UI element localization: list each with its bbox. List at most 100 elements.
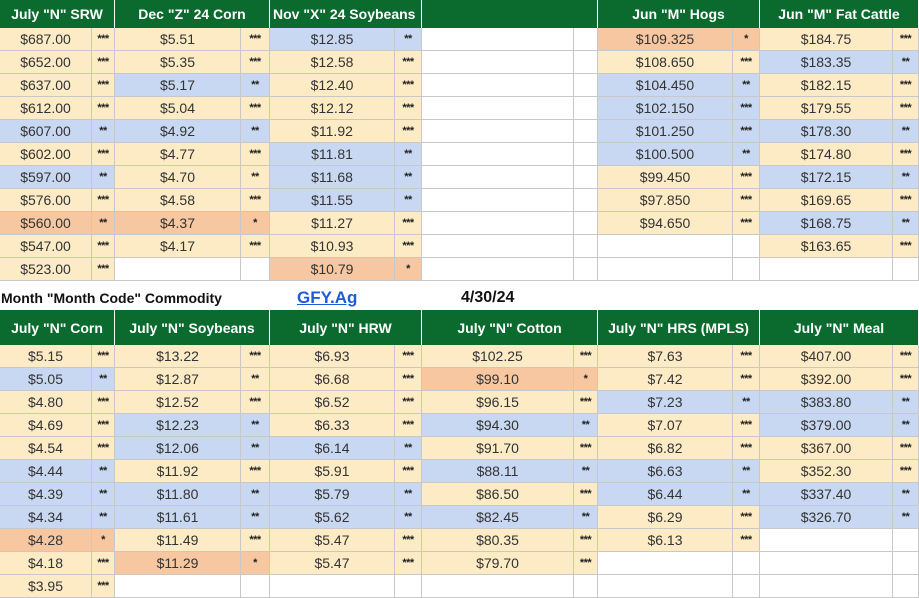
price-cell[interactable]: $94.30 xyxy=(422,414,574,437)
price-cell[interactable]: $12.23 xyxy=(115,414,241,437)
price-cell[interactable] xyxy=(115,258,241,281)
price-cell[interactable] xyxy=(760,552,893,575)
rating-stars-cell[interactable]: *** xyxy=(92,414,115,437)
price-cell[interactable]: $6.14 xyxy=(270,437,395,460)
price-cell[interactable]: $523.00 xyxy=(0,258,92,281)
price-cell[interactable]: $178.30 xyxy=(760,120,893,143)
rating-stars-cell[interactable]: *** xyxy=(241,28,270,51)
rating-stars-cell[interactable] xyxy=(574,28,598,51)
rating-stars-cell[interactable]: ** xyxy=(733,460,760,483)
rating-stars-cell[interactable]: ** xyxy=(241,437,270,460)
rating-stars-cell[interactable]: ** xyxy=(395,483,422,506)
rating-stars-cell[interactable]: *** xyxy=(733,189,760,212)
price-cell[interactable]: $337.40 xyxy=(760,483,893,506)
rating-stars-cell[interactable]: ** xyxy=(92,212,115,235)
price-cell[interactable]: $4.69 xyxy=(0,414,92,437)
price-cell[interactable]: $602.00 xyxy=(0,143,92,166)
rating-stars-cell[interactable]: *** xyxy=(893,189,919,212)
rating-stars-cell[interactable]: ** xyxy=(395,437,422,460)
price-cell[interactable]: $6.93 xyxy=(270,345,395,368)
price-cell[interactable]: $6.29 xyxy=(598,506,733,529)
price-cell[interactable]: $5.04 xyxy=(115,97,241,120)
price-cell[interactable] xyxy=(422,97,574,120)
price-cell[interactable]: $10.79 xyxy=(270,258,395,281)
rating-stars-cell[interactable]: ** xyxy=(395,28,422,51)
price-cell[interactable]: $5.79 xyxy=(270,483,395,506)
price-cell[interactable]: $12.58 xyxy=(270,51,395,74)
rating-stars-cell[interactable] xyxy=(893,552,919,575)
price-cell[interactable] xyxy=(422,575,574,598)
rating-stars-cell[interactable]: *** xyxy=(395,414,422,437)
price-cell[interactable]: $4.28 xyxy=(0,529,92,552)
price-cell[interactable]: $168.75 xyxy=(760,212,893,235)
price-cell[interactable]: $4.37 xyxy=(115,212,241,235)
rating-stars-cell[interactable] xyxy=(574,74,598,97)
price-cell[interactable]: $4.58 xyxy=(115,189,241,212)
price-cell[interactable]: $10.93 xyxy=(270,235,395,258)
rating-stars-cell[interactable]: *** xyxy=(92,28,115,51)
price-cell[interactable]: $11.61 xyxy=(115,506,241,529)
price-cell[interactable]: $407.00 xyxy=(760,345,893,368)
price-cell[interactable]: $6.13 xyxy=(598,529,733,552)
price-cell[interactable]: $547.00 xyxy=(0,235,92,258)
rating-stars-cell[interactable]: *** xyxy=(733,506,760,529)
price-cell[interactable]: $5.15 xyxy=(0,345,92,368)
price-cell[interactable]: $174.80 xyxy=(760,143,893,166)
rating-stars-cell[interactable]: *** xyxy=(733,414,760,437)
price-cell[interactable] xyxy=(270,575,395,598)
price-cell[interactable]: $102.25 xyxy=(422,345,574,368)
rating-stars-cell[interactable]: *** xyxy=(395,97,422,120)
price-cell[interactable] xyxy=(422,143,574,166)
rating-stars-cell[interactable]: *** xyxy=(893,368,919,391)
rating-stars-cell[interactable]: *** xyxy=(574,437,598,460)
rating-stars-cell[interactable]: ** xyxy=(574,414,598,437)
rating-stars-cell[interactable]: ** xyxy=(574,460,598,483)
price-cell[interactable]: $11.55 xyxy=(270,189,395,212)
price-cell[interactable]: $12.12 xyxy=(270,97,395,120)
price-cell[interactable]: $102.150 xyxy=(598,97,733,120)
rating-stars-cell[interactable] xyxy=(893,529,919,552)
rating-stars-cell[interactable]: *** xyxy=(893,437,919,460)
price-cell[interactable]: $4.18 xyxy=(0,552,92,575)
price-cell[interactable]: $99.450 xyxy=(598,166,733,189)
rating-stars-cell[interactable]: ** xyxy=(893,391,919,414)
price-cell[interactable]: $179.55 xyxy=(760,97,893,120)
rating-stars-cell[interactable]: *** xyxy=(574,483,598,506)
price-cell[interactable]: $4.80 xyxy=(0,391,92,414)
rating-stars-cell[interactable]: ** xyxy=(241,506,270,529)
rating-stars-cell[interactable]: ** xyxy=(733,391,760,414)
price-cell[interactable]: $367.00 xyxy=(760,437,893,460)
price-cell[interactable]: $7.63 xyxy=(598,345,733,368)
rating-stars-cell[interactable]: * xyxy=(241,212,270,235)
price-cell[interactable]: $101.250 xyxy=(598,120,733,143)
rating-stars-cell[interactable]: *** xyxy=(241,345,270,368)
price-cell[interactable]: $108.650 xyxy=(598,51,733,74)
rating-stars-cell[interactable]: *** xyxy=(92,235,115,258)
price-cell[interactable]: $6.44 xyxy=(598,483,733,506)
price-cell[interactable]: $96.15 xyxy=(422,391,574,414)
price-cell[interactable]: $6.68 xyxy=(270,368,395,391)
rating-stars-cell[interactable]: ** xyxy=(733,143,760,166)
rating-stars-cell[interactable]: ** xyxy=(893,212,919,235)
price-cell[interactable] xyxy=(422,258,574,281)
rating-stars-cell[interactable] xyxy=(893,575,919,598)
rating-stars-cell[interactable]: *** xyxy=(92,258,115,281)
rating-stars-cell[interactable]: *** xyxy=(92,575,115,598)
rating-stars-cell[interactable]: *** xyxy=(395,552,422,575)
rating-stars-cell[interactable]: *** xyxy=(574,529,598,552)
rating-stars-cell[interactable]: *** xyxy=(733,51,760,74)
rating-stars-cell[interactable]: *** xyxy=(733,437,760,460)
price-cell[interactable]: $11.81 xyxy=(270,143,395,166)
rating-stars-cell[interactable]: *** xyxy=(92,552,115,575)
price-cell[interactable]: $326.70 xyxy=(760,506,893,529)
price-cell[interactable] xyxy=(760,258,893,281)
price-cell[interactable] xyxy=(422,235,574,258)
rating-stars-cell[interactable]: *** xyxy=(893,143,919,166)
rating-stars-cell[interactable]: ** xyxy=(395,506,422,529)
price-cell[interactable]: $11.92 xyxy=(115,460,241,483)
rating-stars-cell[interactable]: *** xyxy=(733,166,760,189)
price-cell[interactable] xyxy=(422,212,574,235)
price-cell[interactable]: $5.51 xyxy=(115,28,241,51)
rating-stars-cell[interactable]: *** xyxy=(893,460,919,483)
price-cell[interactable] xyxy=(598,258,733,281)
